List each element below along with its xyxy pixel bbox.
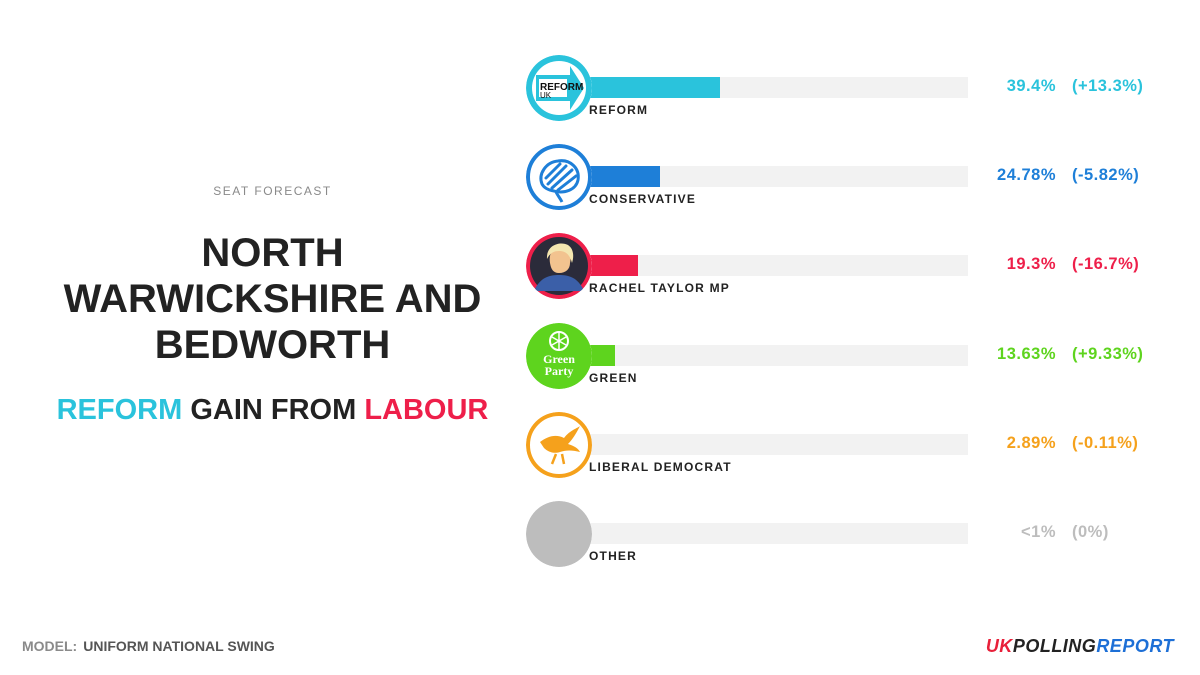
model-value: UNIFORM NATIONAL SWING xyxy=(83,638,275,654)
seat-title: NORTH WARWICKSHIRE AND BEDWORTH xyxy=(0,230,545,368)
green-logo-subtext: Party xyxy=(545,364,574,378)
result-headline: REFORM GAIN FROM LABOUR xyxy=(0,394,545,427)
bar-track xyxy=(559,255,968,277)
green-party-logo-icon: Green Party xyxy=(526,322,592,389)
vote-share-label: 13.63% xyxy=(997,344,1056,363)
candidate-portrait-icon xyxy=(526,233,592,300)
party-row: REFORM UK REFORM 39.4% (+13.3%) xyxy=(0,55,1200,135)
bar-track xyxy=(559,523,968,544)
model-label: MODEL: xyxy=(22,638,78,654)
vote-change-label: (+13.3%) xyxy=(1072,77,1144,95)
vote-share-label: 39.4% xyxy=(1006,77,1056,95)
brand-part-uk: UK xyxy=(985,636,1013,656)
model-note: MODEL: UNIFORM NATIONAL SWING xyxy=(22,638,275,654)
party-row: OTHER <1% (0%) xyxy=(0,501,1200,581)
seat-summary-panel: SEAT FORECAST NORTH WARWICKSHIRE AND BED… xyxy=(0,0,545,600)
result-winner: REFORM xyxy=(56,394,183,426)
reform-uk-logo-icon: REFORM UK xyxy=(526,55,592,121)
reform-logo-subtext: UK xyxy=(540,91,552,100)
vote-change-label: (-16.7%) xyxy=(1072,255,1140,274)
party-label: CONSERVATIVE xyxy=(589,192,697,207)
vote-change-label: (0%) xyxy=(1072,523,1109,541)
bar-track xyxy=(559,166,968,188)
brand-part-report: REPORT xyxy=(1096,636,1174,656)
seat-title-line-1: NORTH xyxy=(201,231,344,275)
party-label: REFORM xyxy=(589,103,649,117)
other-circle-icon xyxy=(526,501,592,567)
vote-share-label: <1% xyxy=(1021,523,1056,541)
vote-share-label: 24.78% xyxy=(997,166,1056,185)
party-row: Green Party GREEN 13.63% (+9.33%) xyxy=(0,322,1200,403)
result-middle: GAIN FROM xyxy=(182,394,365,426)
brand-logo[interactable]: UKPOLLINGREPORT xyxy=(986,636,1174,657)
seat-title-line-2: WARWICKSHIRE AND xyxy=(63,277,482,321)
bar-track xyxy=(559,433,968,455)
reform-logo-text: REFORM xyxy=(540,82,583,93)
brand-part-polling: POLLING xyxy=(1012,636,1097,656)
bar-track xyxy=(559,344,968,366)
vote-share-label: 2.89% xyxy=(1006,433,1056,452)
bar-track xyxy=(559,77,968,98)
conservative-tree-icon xyxy=(526,144,592,211)
party-label: OTHER xyxy=(589,549,637,563)
party-label: GREEN xyxy=(589,370,638,385)
vote-change-label: (-5.82%) xyxy=(1072,166,1140,185)
seat-title-line-3: BEDWORTH xyxy=(154,323,391,367)
green-logo-text: Green xyxy=(543,352,575,366)
result-loser: LABOUR xyxy=(364,394,489,426)
vote-share-label: 19.3% xyxy=(1006,255,1056,274)
vote-change-label: (-0.11%) xyxy=(1072,433,1139,452)
vote-change-label: (+9.33%) xyxy=(1072,344,1144,363)
bar-fill xyxy=(559,77,721,98)
party-row: LIBERAL DEMOCRAT 2.89% (-0.11%) xyxy=(0,411,1200,492)
party-label: LIBERAL DEMOCRAT xyxy=(589,459,732,474)
party-row: RACHEL TAYLOR MP 19.3% (-16.7%) xyxy=(0,233,1200,313)
libdem-bird-icon xyxy=(526,411,592,478)
party-row: CONSERVATIVE 24.78% (-5.82%) xyxy=(0,144,1200,224)
seat-forecast-kicker: SEAT FORECAST xyxy=(213,184,332,198)
party-label: RACHEL TAYLOR MP xyxy=(589,281,730,296)
